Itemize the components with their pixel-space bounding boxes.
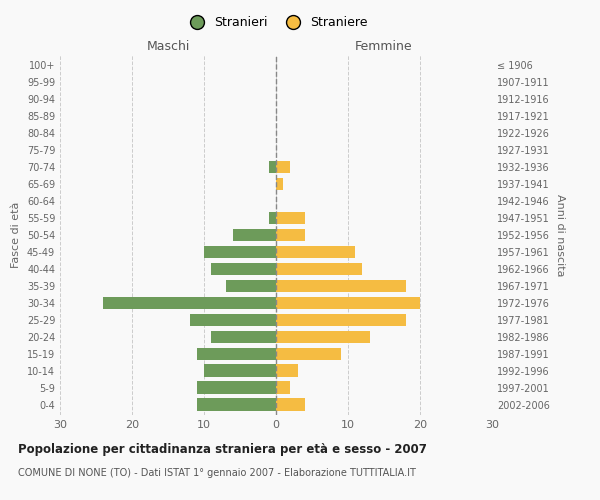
Y-axis label: Anni di nascita: Anni di nascita	[555, 194, 565, 276]
Text: Femmine: Femmine	[355, 40, 413, 54]
Text: Popolazione per cittadinanza straniera per età e sesso - 2007: Popolazione per cittadinanza straniera p…	[18, 442, 427, 456]
Bar	[276, 262, 362, 276]
Bar	[269, 160, 276, 173]
Bar	[226, 280, 276, 292]
Y-axis label: Fasce di età: Fasce di età	[11, 202, 21, 268]
Bar	[276, 314, 406, 326]
Bar	[276, 212, 305, 224]
Bar	[197, 398, 276, 411]
Text: Maschi: Maschi	[146, 40, 190, 54]
Bar	[204, 246, 276, 258]
Bar	[197, 348, 276, 360]
Bar	[276, 382, 290, 394]
Bar	[276, 330, 370, 344]
Legend: Stranieri, Straniere: Stranieri, Straniere	[179, 11, 373, 34]
Bar	[276, 160, 290, 173]
Bar	[276, 364, 298, 377]
Bar	[233, 228, 276, 241]
Bar	[276, 228, 305, 241]
Bar	[276, 280, 406, 292]
Bar	[276, 398, 305, 411]
Bar	[276, 296, 420, 310]
Bar	[276, 178, 283, 190]
Bar	[197, 382, 276, 394]
Bar	[276, 348, 341, 360]
Bar	[103, 296, 276, 310]
Bar	[211, 262, 276, 276]
Bar	[211, 330, 276, 344]
Bar	[276, 246, 355, 258]
Bar	[190, 314, 276, 326]
Bar	[204, 364, 276, 377]
Text: COMUNE DI NONE (TO) - Dati ISTAT 1° gennaio 2007 - Elaborazione TUTTITALIA.IT: COMUNE DI NONE (TO) - Dati ISTAT 1° genn…	[18, 468, 416, 477]
Bar	[269, 212, 276, 224]
